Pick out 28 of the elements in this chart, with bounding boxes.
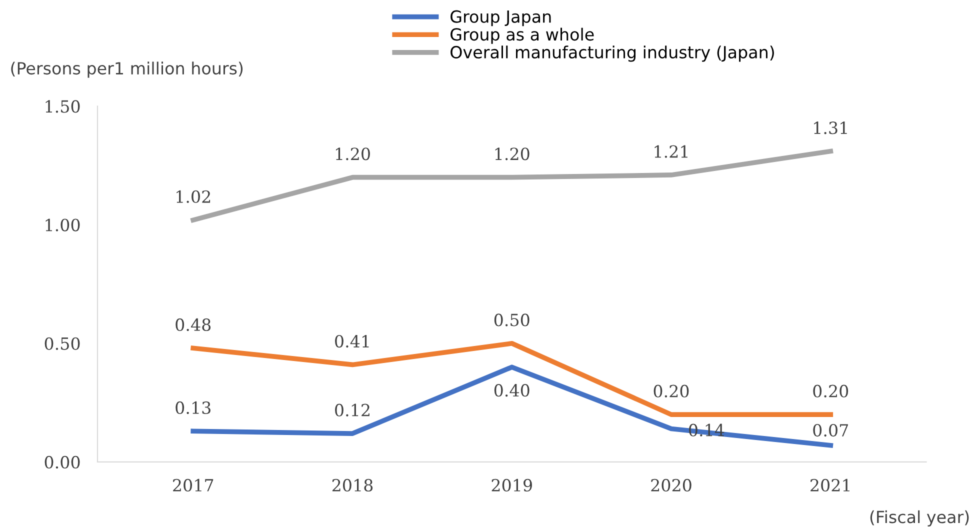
y-tick-label: 1.50 [46,100,80,113]
data-label: 1.21 [654,145,688,158]
data-label: 0.41 [335,335,369,348]
x-tick-label: 2017 [173,478,214,492]
y-tick-label: 1.00 [46,218,80,232]
x-tick-label: 2018 [332,478,373,492]
data-label: 0.12 [335,404,370,416]
x-tick-label: 2019 [492,478,532,492]
data-label: 0.07 [813,424,848,437]
y-tick-label: 0.50 [44,337,80,350]
y-axis-title: (Persons per1 million hours) [11,62,243,78]
data-label: 0.48 [176,318,211,332]
data-label: 0.20 [813,384,848,398]
data-label: 1.20 [495,148,530,160]
data-label: 0.40 [494,384,530,397]
y-tick-label: 0.00 [44,456,80,469]
x-tick-label: 2021 [810,478,850,492]
data-label: 0.20 [654,384,689,398]
data-label: 0.50 [494,314,530,326]
x-axis-title: (Fiscal year) [870,510,969,526]
data-label: 1.20 [336,148,370,160]
data-label: 1.31 [814,122,847,134]
data-label: 0.13 [176,401,210,414]
legend-label: Overall manufacturing industry (Japan) [450,46,774,62]
x-tick-label: 2020 [651,478,692,492]
legend-label: Group Japan [450,10,551,26]
legend-label: Group as a whole [450,28,594,44]
data-label: 1.02 [176,190,210,203]
